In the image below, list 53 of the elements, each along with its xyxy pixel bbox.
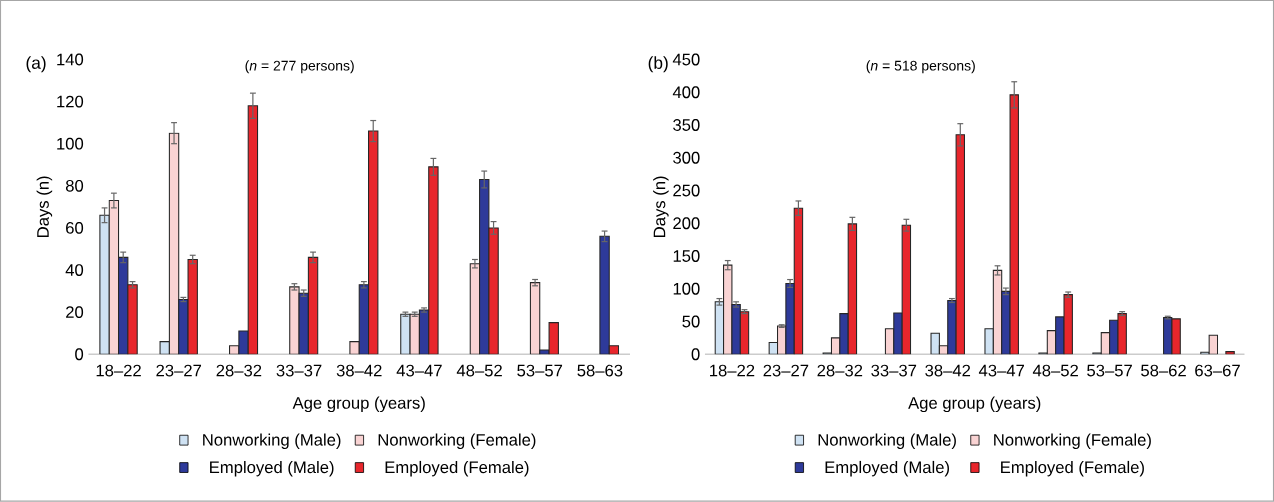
x-tick-label: 53–57 (1087, 364, 1132, 377)
y-tick-label: 200 (673, 217, 700, 230)
x-tick-label: 53–57 (517, 364, 563, 377)
y-tick-label: 450 (672, 53, 700, 66)
x-tick-label: 43–47 (396, 364, 442, 377)
y-axis-title: Days (n) (653, 176, 669, 238)
y-tick-label: 150 (673, 250, 700, 263)
legend-label: Nonworking (Male) (203, 433, 341, 450)
y-tick-label: 100 (673, 283, 700, 295)
legend-label: Employed (Female) (385, 461, 529, 477)
y-tick-label: 50 (682, 315, 700, 328)
x-tick-label: 48–52 (456, 364, 502, 377)
y-tick-label: 300 (673, 152, 700, 164)
chart-subtitle: (n = 518 persons) (866, 60, 975, 74)
y-tick-label: 140 (57, 53, 84, 66)
x-tick-label: 48–52 (1032, 364, 1078, 377)
legend-label: Nonworking (Female) (994, 433, 1151, 450)
x-tick-label: 58–63 (577, 364, 623, 377)
y-tick-label: 100 (57, 137, 84, 150)
x-tick-label: 33–37 (276, 364, 322, 377)
y-tick-label: 250 (673, 184, 700, 197)
y-axis-title: Days (n) (36, 176, 53, 238)
y-tick-label: 20 (66, 306, 84, 319)
x-tick-label: 28–32 (817, 364, 863, 377)
x-tick-label: 18–22 (710, 364, 755, 377)
x-tick-label: 38–42 (925, 364, 971, 377)
x-axis-title: Age group (years) (292, 396, 425, 413)
chart-title: (b) (648, 56, 668, 73)
chart-subtitle: (n = 277 persons) (245, 60, 354, 74)
x-tick-label: 63–67 (1195, 364, 1240, 377)
x-tick-label: 43–47 (978, 364, 1024, 377)
y-tick-label: 60 (66, 222, 84, 234)
x-tick-label: 23–27 (763, 364, 809, 377)
legend-label: Nonworking (Female) (378, 433, 536, 450)
legend-label: Employed (Male) (825, 461, 950, 477)
legend-label: Employed (Male) (210, 461, 334, 477)
chart-title: (a) (26, 56, 46, 73)
y-tick-label: 0 (691, 348, 700, 361)
y-tick-label: 400 (672, 86, 700, 99)
x-tick-label: 28–32 (216, 364, 262, 377)
x-tick-label: 58–62 (1141, 364, 1186, 377)
x-tick-label: 23–27 (156, 364, 202, 377)
x-axis-title: Age group (years) (908, 396, 1041, 413)
legend-label: Nonworking (Male) (818, 433, 956, 450)
y-tick-label: 350 (673, 119, 700, 132)
y-tick-label: 40 (65, 264, 84, 277)
y-tick-label: 80 (65, 180, 84, 192)
y-tick-label: 120 (57, 95, 84, 108)
legend-label: Employed (Female) (1001, 461, 1144, 477)
x-tick-label: 33–37 (871, 364, 917, 377)
x-tick-label: 38–42 (336, 364, 382, 377)
x-tick-label: 18–22 (96, 364, 141, 377)
y-tick-label: 0 (75, 348, 84, 361)
